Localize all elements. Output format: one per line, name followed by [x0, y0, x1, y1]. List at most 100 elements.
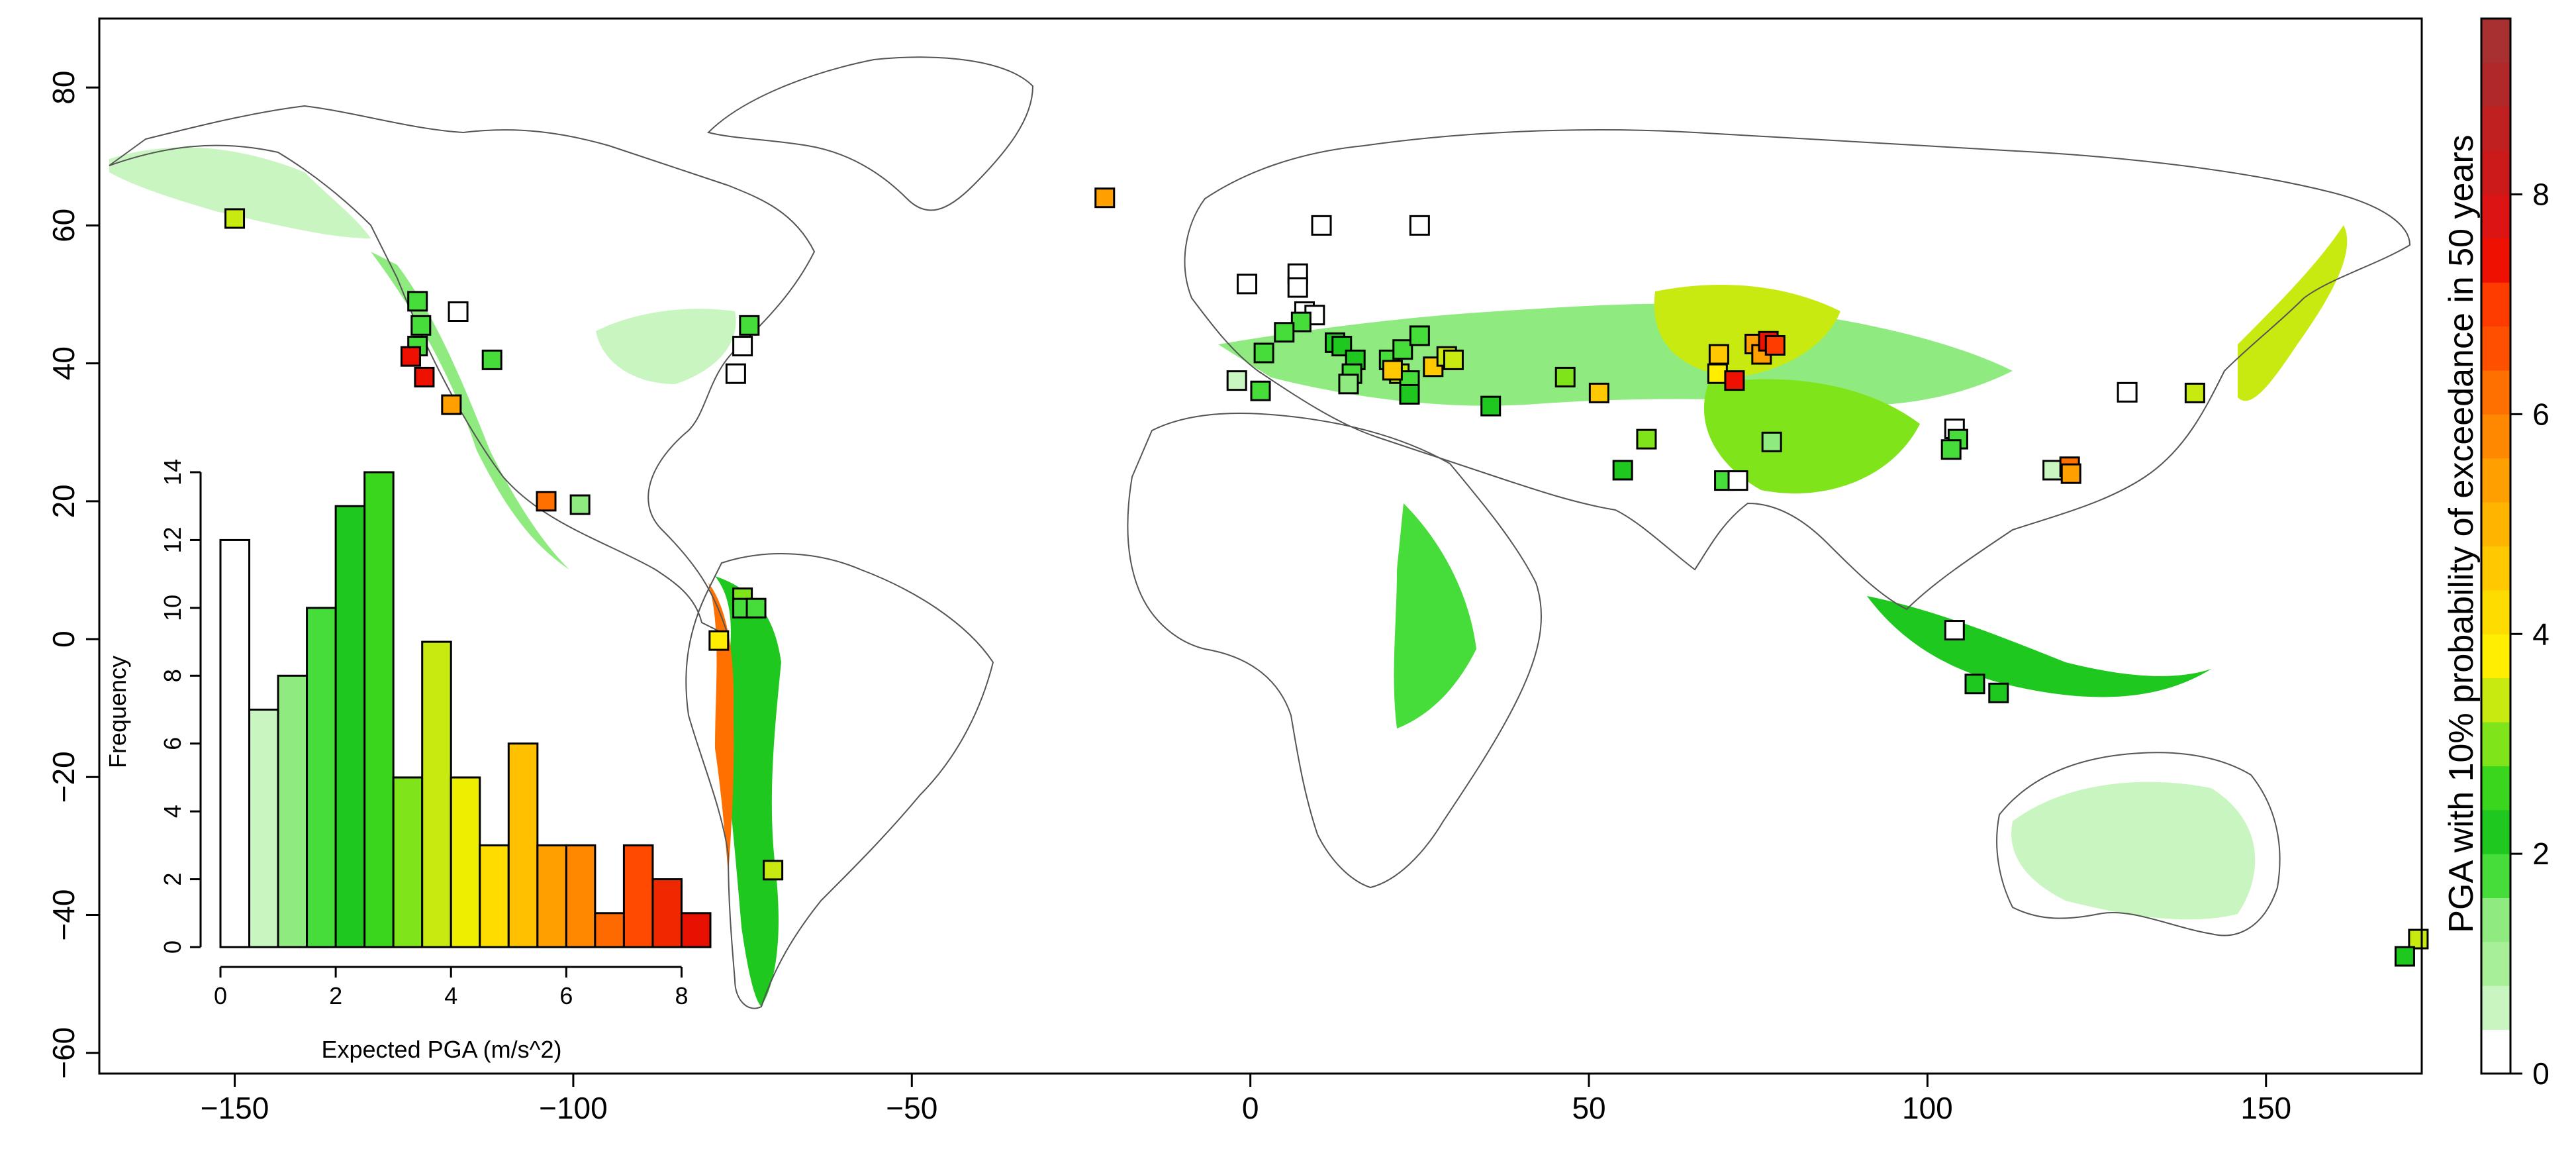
hazard-zone-east-na: [596, 309, 736, 384]
station-marker: [441, 394, 462, 415]
hazard-zone-tibet: [1703, 379, 1920, 494]
hazard-zone-andes-edge: [708, 583, 734, 874]
station-marker: [1382, 360, 1403, 381]
station-marker: [1443, 349, 1464, 370]
histogram-bar: [277, 674, 309, 948]
station-marker: [1423, 356, 1444, 378]
station-marker: [1727, 470, 1748, 491]
station-marker: [481, 349, 502, 370]
colorbar-swatch: [2481, 766, 2510, 811]
histogram-bar: [622, 844, 654, 948]
station-marker: [1588, 382, 1609, 403]
station-marker: [739, 315, 760, 336]
histogram-y-axis: 0 2 4 6 8 10 12 14: [159, 459, 202, 954]
coastline-greenland: [707, 56, 1034, 211]
colorbar-tick-label: 6: [2532, 397, 2550, 431]
histogram-x-tick-label: 0: [214, 982, 227, 1009]
colorbar-swatch: [2481, 854, 2510, 898]
station-marker: [2184, 382, 2205, 403]
histogram-bar: [594, 912, 625, 948]
hazard-zone-west-na: [371, 252, 569, 570]
coastline-south-america: [685, 553, 994, 1009]
histogram-bar: [392, 776, 424, 948]
colorbar-swatch: [2481, 458, 2510, 503]
station-marker: [1988, 682, 2009, 703]
station-marker: [2408, 929, 2429, 950]
station-marker: [2117, 381, 2138, 403]
station-marker: [1311, 215, 1332, 236]
station-marker: [763, 860, 784, 881]
station-marker: [1226, 370, 1247, 391]
station-marker: [1707, 363, 1728, 384]
coastlines: [109, 56, 2411, 1009]
station-marker: [2060, 463, 2081, 484]
colorbar-label: PGA with 10% probability of exceedance i…: [2442, 134, 2481, 932]
histogram-y-label: Frequency: [104, 656, 131, 768]
station-marker: [414, 366, 435, 387]
station-marker: [745, 597, 767, 619]
colorbar-swatch: [2481, 546, 2510, 591]
histogram-bar: [450, 776, 481, 948]
colorbar-swatches: [2481, 19, 2510, 1074]
map-x-tick-label: 50: [1572, 1091, 1605, 1125]
colorbar-swatch: [2481, 150, 2510, 195]
histogram-bar: [507, 742, 539, 948]
colorbar-swatch: [2481, 62, 2510, 107]
histogram-bar: [565, 844, 596, 948]
histogram-y-tick-label: 14: [159, 459, 186, 485]
station-marker: [1636, 428, 1657, 450]
station-marker: [2042, 460, 2064, 481]
histogram-y-tick-label: 12: [159, 527, 186, 553]
histogram-y-tick-label: 0: [159, 940, 186, 954]
colorbar-ticks: 0 2 4 6 8: [2510, 177, 2550, 1091]
station-marker: [1944, 620, 1965, 641]
station-marker: [536, 491, 557, 512]
station-marker: [400, 346, 421, 367]
station-marker: [569, 494, 591, 515]
colorbar-swatch: [2481, 1029, 2510, 1074]
histogram-bar: [421, 640, 452, 948]
station-marker: [1253, 342, 1274, 364]
station-marker: [1554, 366, 1576, 387]
station-marker: [2394, 946, 2415, 967]
colorbar-swatch: [2481, 634, 2510, 679]
histogram-x-tick-label: 2: [329, 982, 342, 1009]
colorbar: 0 2 4 6 8 PGA with 10% probability of exceed…: [2442, 17, 2550, 1091]
colorbar-swatch: [2481, 941, 2510, 986]
station-marker: [1409, 325, 1430, 346]
histogram-bar: [334, 505, 366, 948]
colorbar-swatch: [2481, 809, 2510, 854]
colorbar-swatch: [2481, 282, 2510, 327]
histogram-bar: [651, 878, 683, 948]
colorbar-swatch: [2481, 722, 2510, 766]
station-marker: [1480, 395, 1502, 417]
station-marker: [708, 630, 730, 651]
colorbar-swatch: [2481, 414, 2510, 459]
map-y-tick-label: 0: [46, 630, 81, 648]
histogram-bar: [479, 844, 510, 948]
colorbar-swatch: [2481, 985, 2510, 1031]
histogram-bar: [363, 471, 395, 948]
map-x-tick-label: 0: [1242, 1091, 1259, 1125]
station-marker: [1338, 374, 1359, 395]
station-marker: [725, 363, 746, 384]
histogram-bar: [536, 844, 567, 948]
histogram-x-tick-label: 4: [444, 982, 457, 1009]
colorbar-swatch: [2481, 678, 2510, 723]
station-marker: [448, 301, 469, 322]
map-y-tick-label: 60: [46, 209, 81, 242]
map-x-tick-label: −100: [539, 1091, 608, 1125]
map-border: [98, 17, 2423, 1075]
hazard-zone-alaska: [109, 147, 371, 238]
station-marker: [224, 208, 246, 229]
station-markers: [224, 187, 2429, 967]
histogram-bars: [219, 471, 712, 948]
map-y-tick-label: −60: [46, 1027, 81, 1079]
station-marker: [1399, 383, 1420, 405]
station-marker: [1250, 380, 1271, 401]
histogram-x-axis: 0 2 4 6 8: [214, 966, 688, 1009]
map-y-tick-label: 40: [46, 346, 81, 380]
map-x-tick-label: 150: [2240, 1091, 2291, 1125]
